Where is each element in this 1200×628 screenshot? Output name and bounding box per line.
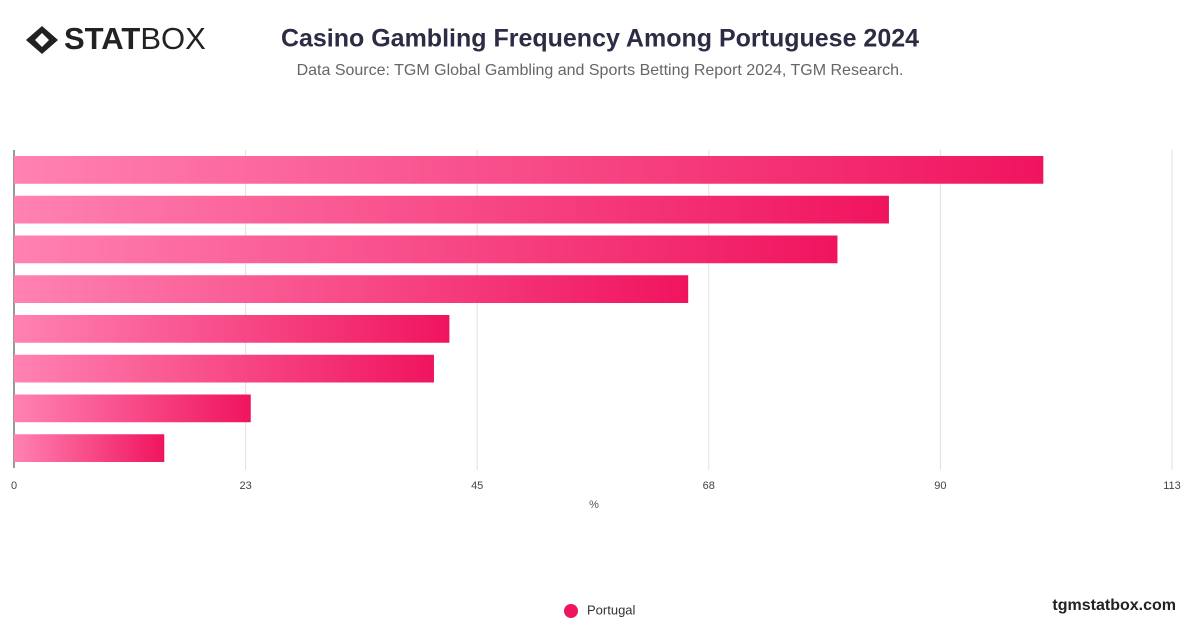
bar — [14, 235, 838, 264]
logo-icon-inner — [35, 33, 49, 47]
bar — [14, 156, 1044, 184]
bar — [14, 354, 434, 383]
bar — [14, 394, 251, 423]
logo: STATBOX — [26, 21, 206, 56]
bar — [14, 434, 165, 462]
x-tick-label: 23 — [239, 480, 251, 492]
x-tick-label: 45 — [471, 480, 483, 492]
bar — [14, 275, 689, 303]
bar — [14, 195, 889, 224]
chart-subtitle: Data Source: TGM Global Gambling and Spo… — [297, 62, 904, 79]
x-axis-label: % — [589, 499, 599, 511]
logo-bold-text: STAT — [64, 21, 140, 56]
legend-marker — [564, 604, 578, 618]
x-tick-label: 90 — [934, 480, 946, 492]
logo-bold: STATBOX — [64, 21, 206, 56]
logo-light-text: BOX — [140, 21, 206, 56]
chart-title: Casino Gambling Frequency Among Portugue… — [281, 25, 919, 53]
x-tick-label: 0 — [11, 480, 17, 492]
x-tick-label: 113 — [1163, 480, 1181, 492]
legend-label: Portugal — [587, 602, 636, 617]
x-tick-label: 68 — [703, 480, 715, 492]
bar — [14, 315, 450, 343]
footer: tgmstatbox.com — [1052, 597, 1176, 614]
